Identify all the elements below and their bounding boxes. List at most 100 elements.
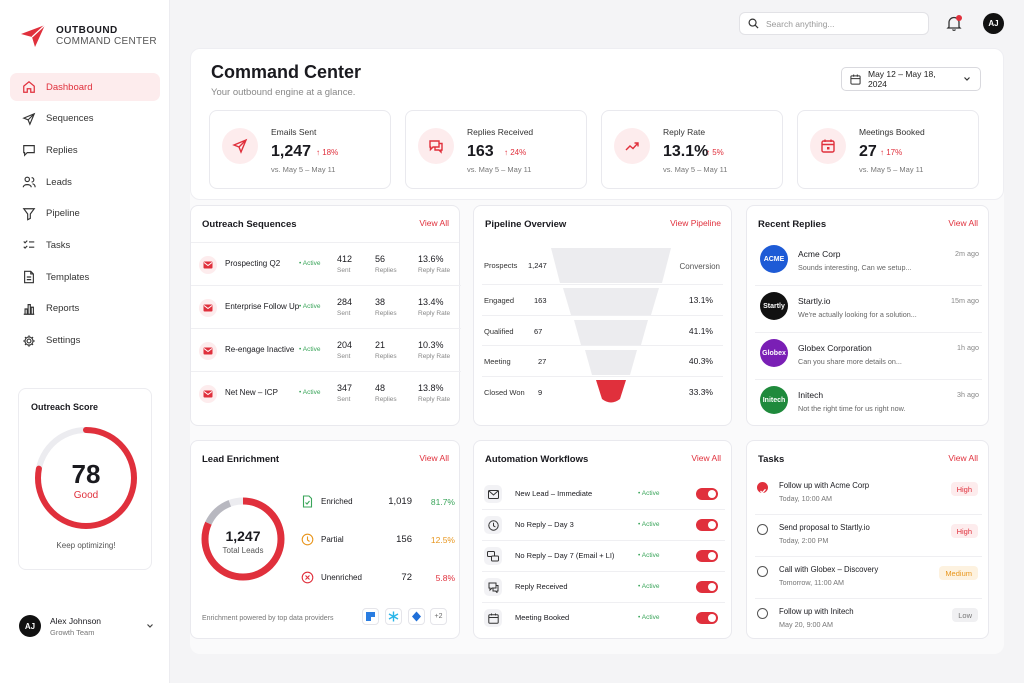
workflow-toggle[interactable] bbox=[696, 519, 718, 531]
sent-label: Sent bbox=[337, 353, 351, 360]
task-title: Follow up with Initech bbox=[779, 607, 854, 616]
workflow-toggle[interactable] bbox=[696, 612, 718, 624]
status-text: Active bbox=[641, 552, 660, 559]
enrichment-pct: 12.5% bbox=[430, 535, 455, 545]
sidebar-item-tasks[interactable]: Tasks bbox=[10, 231, 160, 259]
view-all-enrichment-link[interactable]: View All bbox=[419, 453, 449, 463]
sidebar-item-reports[interactable]: Reports bbox=[10, 295, 160, 323]
outreach-score-title: Outreach Score bbox=[31, 402, 99, 412]
outreach-score-ring bbox=[35, 427, 137, 529]
workflow-name: No Reply – Day 3 bbox=[515, 520, 574, 529]
sidebar-item-sequences[interactable]: Sequences bbox=[10, 105, 160, 133]
kpi-reply-rate[interactable]: Reply Rate 13.1% ↑ 5% vs. May 5 – May 11 bbox=[601, 110, 783, 189]
table-row[interactable]: Enterprise Follow Up • Active 284 Sent 38 Rep… bbox=[191, 286, 461, 329]
enrichment-count: 72 bbox=[401, 572, 412, 583]
chevron-down-icon[interactable] bbox=[146, 622, 154, 630]
status-badge: • Active bbox=[638, 552, 660, 559]
user-menu[interactable]: AJ Alex Johnson Growth Team bbox=[19, 615, 154, 637]
workflow-toggle[interactable] bbox=[696, 581, 718, 593]
sidebar-item-templates[interactable]: Templates bbox=[10, 263, 160, 291]
list-item[interactable]: Send proposal to Startly.io Today, 2:00 P… bbox=[747, 520, 990, 562]
pipeline-stage-name: Meeting bbox=[484, 357, 511, 366]
table-row[interactable]: Re-engage Inactive • Active 204 Sent 21 Repli… bbox=[191, 329, 461, 372]
kpi-meetings-booked[interactable]: Meetings Booked 27 ↑ 17% vs. May 5 – May… bbox=[797, 110, 979, 189]
send-icon bbox=[232, 138, 248, 154]
workflow-toggle[interactable] bbox=[696, 550, 718, 562]
avatar[interactable]: AJ bbox=[983, 13, 1004, 34]
company-logo: Startly bbox=[760, 292, 788, 320]
company-name: Initech bbox=[798, 390, 824, 400]
pipeline-stage-count: 67 bbox=[534, 327, 543, 336]
list-item[interactable]: No Reply – Day 3 • Active bbox=[474, 510, 733, 541]
search-box[interactable] bbox=[739, 12, 929, 35]
workflow-toggle[interactable] bbox=[696, 488, 718, 500]
status-text: Active bbox=[302, 303, 321, 310]
kpi-label: Replies Received bbox=[467, 127, 534, 137]
sequence-name: Enterprise Follow Up bbox=[225, 302, 300, 311]
list-item[interactable]: Reply Received • Active bbox=[474, 572, 733, 603]
unenriched-status-icon bbox=[301, 571, 314, 589]
table-row[interactable]: Net New – ICP • Active 347 Sent 48 Replies 13.… bbox=[191, 372, 461, 415]
divider bbox=[755, 332, 982, 333]
list-item[interactable]: ACME Acme Corp Sounds interesting, Can we … bbox=[747, 244, 990, 290]
pipeline-overview-card: Pipeline Overview View Pipeline Conversi… bbox=[473, 205, 732, 426]
page-subtitle: Your outbound engine at a glance. bbox=[211, 87, 356, 98]
pipeline-stage-name: Closed Won bbox=[484, 388, 525, 397]
page-title: Command Center bbox=[211, 62, 362, 82]
list-item[interactable]: Meeting Booked • Active bbox=[474, 603, 733, 634]
more-providers[interactable]: +2 bbox=[430, 608, 447, 625]
sidebar-item-label: Sequences bbox=[46, 113, 94, 125]
brand[interactable]: OUTBOUND COMMAND CENTER bbox=[20, 24, 157, 48]
funnel-stage-qualified bbox=[574, 320, 648, 345]
task-checkbox[interactable] bbox=[757, 566, 768, 577]
search-input[interactable] bbox=[766, 18, 916, 29]
table-row[interactable]: Prospecting Q2 • Active 412 Sent 56 Replies 13… bbox=[191, 243, 461, 286]
divider bbox=[482, 315, 723, 316]
sidebar-item-label: Templates bbox=[46, 271, 90, 283]
task-checkbox[interactable] bbox=[757, 608, 768, 619]
status-badge: • Active bbox=[299, 389, 321, 396]
workflow-icon-bg bbox=[484, 516, 502, 534]
list-item[interactable]: Globex Globex Corporation Can you share mo… bbox=[747, 338, 990, 384]
view-all-workflows-link[interactable]: View All bbox=[691, 453, 721, 463]
task-title: Send proposal to Startly.io bbox=[779, 523, 870, 532]
enrichment-footer: Enrichment powered by top data providers bbox=[202, 615, 334, 622]
sidebar-item-pipeline[interactable]: Pipeline bbox=[10, 200, 160, 228]
view-pipeline-link[interactable]: View Pipeline bbox=[670, 218, 721, 228]
kpi-icon-bg bbox=[810, 128, 846, 164]
view-all-tasks-link[interactable]: View All bbox=[948, 453, 978, 463]
view-all-sequences-link[interactable]: View All bbox=[419, 218, 449, 228]
list-item[interactable]: New Lead – Immediate • Active bbox=[474, 479, 733, 510]
list-item[interactable]: No Reply – Day 7 (Email + LI) • Active bbox=[474, 541, 733, 572]
divider bbox=[482, 602, 725, 603]
list-item[interactable]: Call with Globex – Discovery Tomorrow, 11… bbox=[747, 562, 990, 604]
list-item[interactable]: Follow up with Initech May 20, 9:00 AM Low bbox=[747, 604, 990, 646]
list-item[interactable]: Startly Startly.io We're actually looking … bbox=[747, 291, 990, 337]
date-range-picker[interactable]: May 12 – May 18, 2024 bbox=[841, 67, 981, 91]
sent-value: 204 bbox=[337, 340, 353, 350]
sidebar-item-replies[interactable]: Replies bbox=[10, 136, 160, 164]
replies-value: 21 bbox=[375, 340, 386, 350]
divider bbox=[482, 571, 725, 572]
mail-icon bbox=[203, 385, 213, 403]
view-all-replies-link[interactable]: View All bbox=[948, 218, 978, 228]
task-checkbox[interactable] bbox=[757, 482, 768, 494]
company-logo: Globex bbox=[760, 339, 788, 367]
status-text: Active bbox=[641, 490, 660, 497]
checklist-icon bbox=[23, 240, 35, 250]
sidebar-item-settings[interactable]: Settings bbox=[10, 327, 160, 355]
sidebar-item-leads[interactable]: Leads bbox=[10, 168, 160, 196]
clock-icon bbox=[487, 519, 499, 531]
task-checkbox[interactable] bbox=[757, 524, 768, 535]
calendar-icon bbox=[487, 613, 499, 624]
funnel-stage-prospects bbox=[551, 248, 671, 283]
sidebar-item-dashboard[interactable]: Dashboard bbox=[10, 73, 160, 101]
outreach-sequences-card: Outreach Sequences View All Prospecting … bbox=[190, 205, 461, 426]
kpi-replies-received[interactable]: Replies Received 163 ↑ 24% vs. May 5 – M… bbox=[405, 110, 587, 189]
kpi-emails-sent[interactable]: Emails Sent 1,247 ↑ 18% vs. May 5 – May … bbox=[209, 110, 391, 189]
list-item[interactable]: Initech Initech Not the right time for us … bbox=[747, 385, 990, 431]
snowflake-icon bbox=[388, 611, 399, 622]
list-item[interactable]: Follow up with Acme Corp Today, 10:00 AM H… bbox=[747, 478, 990, 520]
diamond-icon bbox=[412, 611, 421, 622]
